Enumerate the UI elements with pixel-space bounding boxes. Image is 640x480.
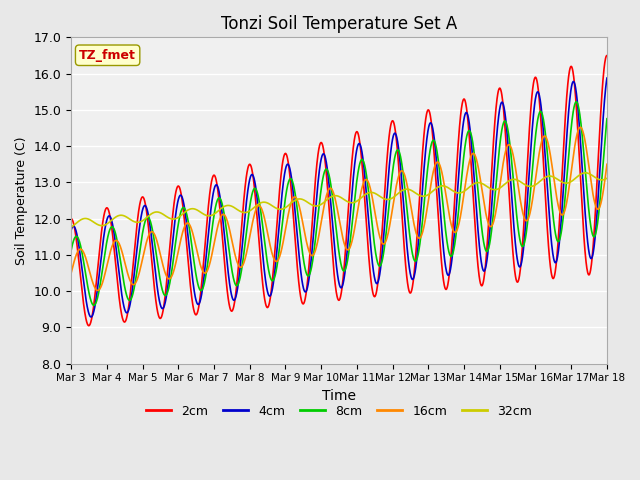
2cm [603,53,611,59]
32cm [582,170,589,176]
16cm [490,220,497,226]
8cm [603,116,611,121]
2cm [67,216,75,222]
4cm [328,214,336,219]
4cm [67,227,75,233]
4cm [603,75,611,81]
32cm [328,193,335,199]
Y-axis label: Soil Temperature (C): Soil Temperature (C) [15,136,28,265]
4cm [95,276,102,281]
32cm [95,222,102,228]
Line: 8cm: 8cm [71,102,607,305]
X-axis label: Time: Time [322,389,356,403]
2cm [85,323,93,328]
8cm [490,212,497,217]
2cm [314,154,321,159]
2cm [588,262,595,267]
32cm [588,172,595,178]
4cm [588,255,595,261]
16cm [67,270,75,276]
Line: 4cm: 4cm [71,78,607,317]
2cm [95,255,102,261]
32cm [489,187,497,192]
Legend: 2cm, 4cm, 8cm, 16cm, 32cm: 2cm, 4cm, 8cm, 16cm, 32cm [141,400,537,423]
2cm [328,245,336,251]
16cm [94,288,102,293]
Line: 16cm: 16cm [71,127,607,290]
16cm [314,238,321,244]
8cm [588,228,595,234]
4cm [87,314,95,320]
Line: 2cm: 2cm [71,56,607,325]
Line: 32cm: 32cm [71,173,607,227]
32cm [314,203,321,209]
4cm [314,182,321,188]
16cm [588,183,595,189]
8cm [95,289,102,295]
4cm [588,256,595,262]
2cm [490,142,497,147]
8cm [314,216,321,221]
8cm [328,190,336,195]
8cm [573,99,580,105]
8cm [67,247,75,253]
Title: Tonzi Soil Temperature Set A: Tonzi Soil Temperature Set A [221,15,457,33]
16cm [588,185,596,191]
Text: TZ_fmet: TZ_fmet [79,49,136,62]
16cm [328,187,336,192]
16cm [577,124,584,130]
16cm [603,161,611,167]
32cm [588,172,595,178]
8cm [588,229,596,235]
32cm [603,175,611,181]
2cm [588,260,595,265]
8cm [90,302,98,308]
32cm [67,224,75,230]
16cm [95,287,102,293]
4cm [490,180,497,185]
